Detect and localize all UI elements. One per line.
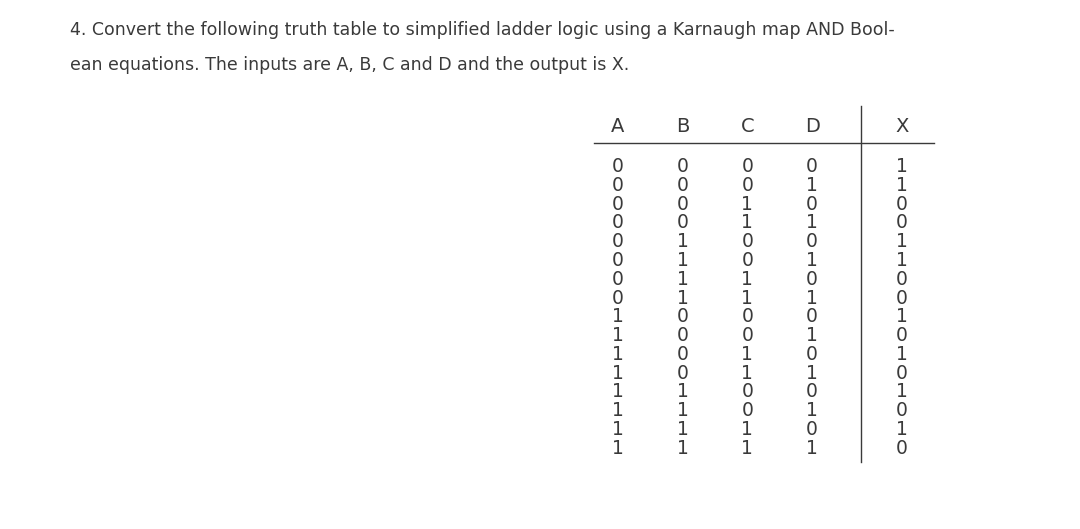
Text: 0: 0 bbox=[896, 214, 907, 232]
Text: D: D bbox=[805, 117, 820, 136]
Text: 1: 1 bbox=[896, 382, 907, 402]
Text: 1: 1 bbox=[742, 289, 753, 307]
Text: X: X bbox=[895, 117, 908, 136]
Text: 1: 1 bbox=[896, 345, 907, 364]
Text: 0: 0 bbox=[807, 232, 818, 251]
Text: 1: 1 bbox=[612, 364, 623, 382]
Text: 0: 0 bbox=[807, 345, 818, 364]
Text: 0: 0 bbox=[677, 345, 688, 364]
Text: B: B bbox=[676, 117, 689, 136]
Text: 0: 0 bbox=[612, 251, 623, 270]
Text: 0: 0 bbox=[742, 382, 753, 402]
Text: 1: 1 bbox=[612, 326, 623, 345]
Text: 1: 1 bbox=[677, 420, 688, 439]
Text: 1: 1 bbox=[742, 420, 753, 439]
Text: 1: 1 bbox=[742, 214, 753, 232]
Text: 0: 0 bbox=[612, 157, 623, 176]
Text: 1: 1 bbox=[677, 382, 688, 402]
Text: 1: 1 bbox=[807, 214, 818, 232]
Text: 0: 0 bbox=[807, 307, 818, 326]
Text: 1: 1 bbox=[612, 402, 623, 420]
Text: 0: 0 bbox=[612, 195, 623, 214]
Text: 1: 1 bbox=[896, 176, 907, 195]
Text: 0: 0 bbox=[677, 195, 688, 214]
Text: 0: 0 bbox=[807, 270, 818, 289]
Text: 1: 1 bbox=[807, 251, 818, 270]
Text: 0: 0 bbox=[896, 289, 907, 307]
Text: 1: 1 bbox=[742, 195, 753, 214]
Text: ean equations. The inputs are A, B, C and D and the output is X.: ean equations. The inputs are A, B, C an… bbox=[70, 56, 630, 74]
Text: 1: 1 bbox=[807, 326, 818, 345]
Text: 0: 0 bbox=[677, 157, 688, 176]
Text: C: C bbox=[741, 117, 754, 136]
Text: 0: 0 bbox=[677, 214, 688, 232]
Text: 0: 0 bbox=[742, 402, 753, 420]
Text: 1: 1 bbox=[807, 402, 818, 420]
Text: 0: 0 bbox=[807, 195, 818, 214]
Text: 0: 0 bbox=[896, 439, 907, 458]
Text: 0: 0 bbox=[612, 232, 623, 251]
Text: 1: 1 bbox=[677, 439, 688, 458]
Text: 0: 0 bbox=[896, 402, 907, 420]
Text: 0: 0 bbox=[742, 326, 753, 345]
Text: 1: 1 bbox=[742, 270, 753, 289]
Text: 0: 0 bbox=[612, 270, 623, 289]
Text: 0: 0 bbox=[742, 157, 753, 176]
Text: 0: 0 bbox=[612, 176, 623, 195]
Text: 0: 0 bbox=[677, 307, 688, 326]
Text: 0: 0 bbox=[677, 176, 688, 195]
Text: 1: 1 bbox=[896, 251, 907, 270]
Text: 4. Convert the following truth table to simplified ladder logic using a Karnaugh: 4. Convert the following truth table to … bbox=[70, 21, 895, 39]
Text: 0: 0 bbox=[742, 251, 753, 270]
Text: 0: 0 bbox=[677, 364, 688, 382]
Text: 0: 0 bbox=[896, 364, 907, 382]
Text: 1: 1 bbox=[896, 307, 907, 326]
Text: 1: 1 bbox=[896, 420, 907, 439]
Text: 0: 0 bbox=[807, 420, 818, 439]
Text: 1: 1 bbox=[742, 439, 753, 458]
Text: 1: 1 bbox=[677, 402, 688, 420]
Text: 1: 1 bbox=[807, 289, 818, 307]
Text: 1: 1 bbox=[612, 420, 623, 439]
Text: 1: 1 bbox=[612, 307, 623, 326]
Text: 1: 1 bbox=[612, 345, 623, 364]
Text: 0: 0 bbox=[742, 232, 753, 251]
Text: 1: 1 bbox=[896, 157, 907, 176]
Text: 1: 1 bbox=[742, 364, 753, 382]
Text: 0: 0 bbox=[612, 289, 623, 307]
Text: 0: 0 bbox=[807, 382, 818, 402]
Text: 1: 1 bbox=[677, 270, 688, 289]
Text: 1: 1 bbox=[807, 176, 818, 195]
Text: 1: 1 bbox=[612, 439, 623, 458]
Text: A: A bbox=[611, 117, 624, 136]
Text: 0: 0 bbox=[742, 307, 753, 326]
Text: 0: 0 bbox=[807, 157, 818, 176]
Text: 1: 1 bbox=[896, 232, 907, 251]
Text: 0: 0 bbox=[677, 326, 688, 345]
Text: 0: 0 bbox=[742, 176, 753, 195]
Text: 0: 0 bbox=[896, 195, 907, 214]
Text: 1: 1 bbox=[807, 439, 818, 458]
Text: 0: 0 bbox=[612, 214, 623, 232]
Text: 1: 1 bbox=[612, 382, 623, 402]
Text: 1: 1 bbox=[677, 251, 688, 270]
Text: 1: 1 bbox=[742, 345, 753, 364]
Text: 1: 1 bbox=[677, 232, 688, 251]
Text: 1: 1 bbox=[677, 289, 688, 307]
Text: 0: 0 bbox=[896, 326, 907, 345]
Text: 1: 1 bbox=[807, 364, 818, 382]
Text: 0: 0 bbox=[896, 270, 907, 289]
